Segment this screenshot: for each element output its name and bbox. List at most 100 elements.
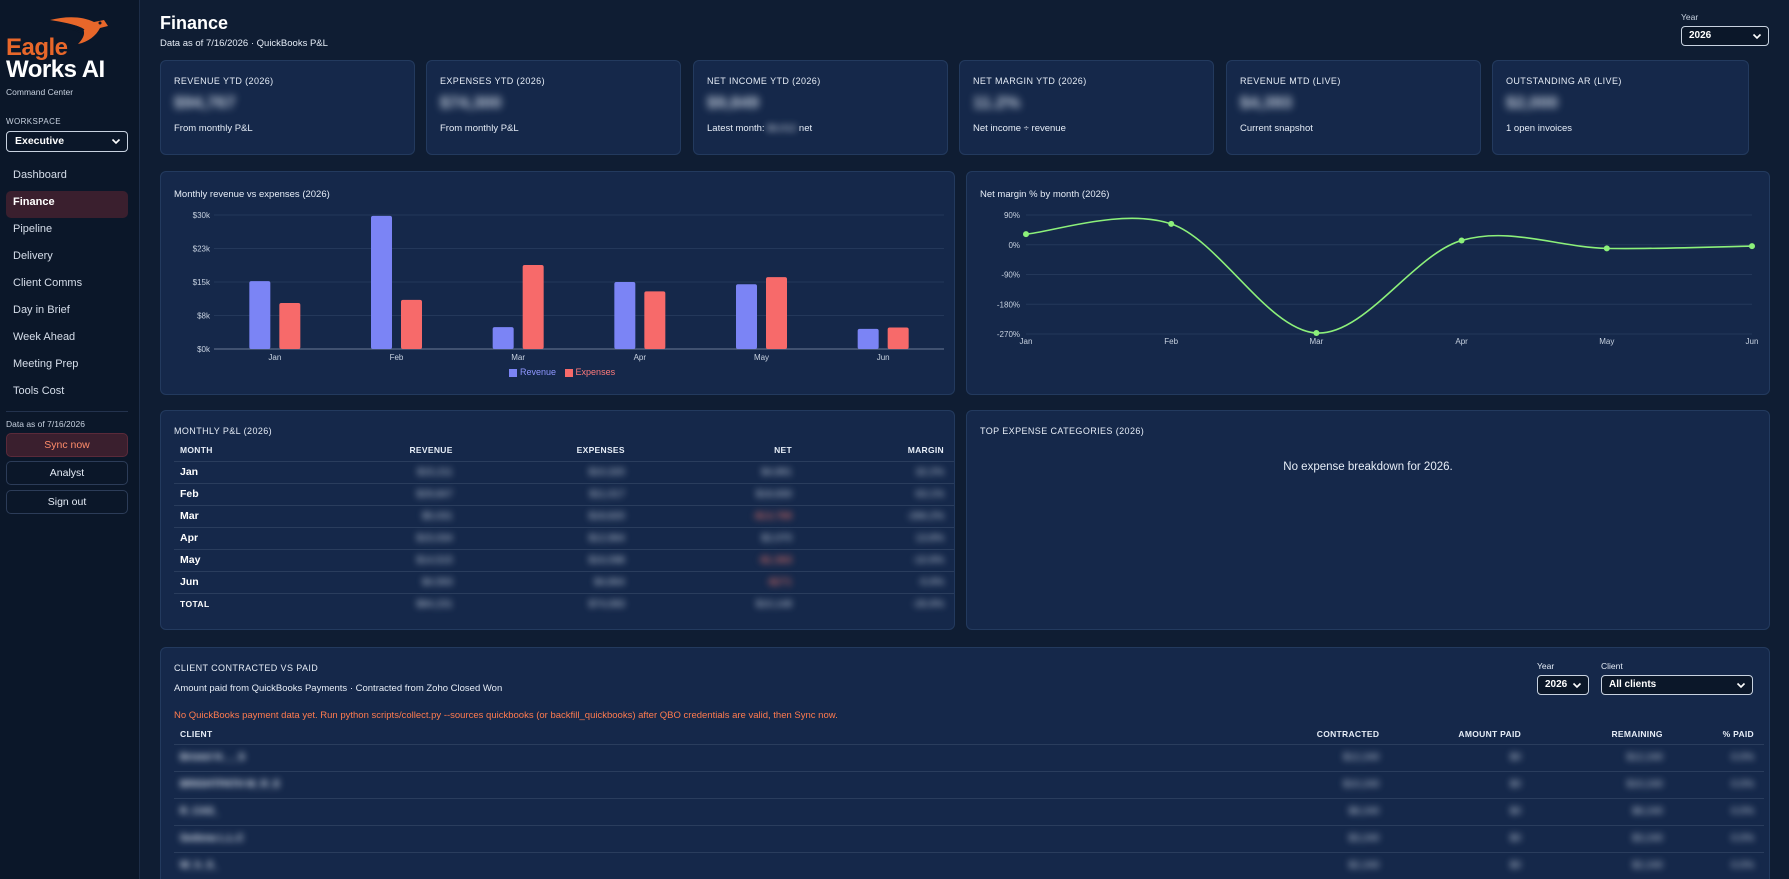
empty-state-message: No expense breakdown for 2026. <box>1283 461 1453 473</box>
col-revenue[interactable]: REVENUE <box>409 444 453 455</box>
kpi-label: REVENUE YTD (2026) <box>174 76 274 86</box>
cell-margin: -26.9% <box>802 592 954 615</box>
client-filter-select[interactable]: All clients <box>1601 675 1753 695</box>
table-row[interactable]: BRIGHTPATH M_R_E $10,240 $0 $10,240 0.0% <box>174 770 1764 798</box>
cell-revenue-value: $4,593 <box>422 576 453 588</box>
logo-text-eagle: Eagle <box>6 34 68 61</box>
cell-client-value: Bristol H._._S <box>180 752 246 763</box>
cell-client: W_h_S_ <box>174 851 1288 879</box>
net-margin-chart-card: Net margin % by month (2026) -270% -180% -… <box>966 171 1770 395</box>
cell-contracted-value: $10,240 <box>1343 779 1380 790</box>
sidebar-item-tools-cost[interactable]: Tools Cost <box>13 385 65 397</box>
table-row[interactable]: W_h_S_ $2,240 $0 $2,240 0.0% <box>174 851 1764 879</box>
cell-pct-paid: 0.0% <box>1672 743 1764 771</box>
sidebar-item-delivery[interactable]: Delivery <box>13 250 53 262</box>
col-month[interactable]: MONTH <box>180 444 213 455</box>
client-year-select[interactable]: 2026 <box>1537 675 1589 695</box>
x-tick-label: Feb <box>1164 337 1178 346</box>
col-expenses[interactable]: EXPENSES <box>576 444 625 455</box>
y-tick-label: $8k <box>197 312 211 321</box>
client-filter-value: All clients <box>1609 679 1657 690</box>
bar-expenses-jan[interactable] <box>279 302 301 349</box>
year-select[interactable]: 2026 <box>1681 26 1769 46</box>
bar-expenses-apr[interactable] <box>644 291 666 349</box>
data-point-mar[interactable] <box>1313 330 1320 337</box>
bar-revenue-feb[interactable] <box>371 215 392 349</box>
cell-net: -$271 <box>634 570 803 593</box>
cell-month-value: Jan <box>180 466 199 478</box>
cell-remaining: $2,240 <box>1531 851 1673 879</box>
logo-text-works-ai: Works AI <box>6 56 105 83</box>
sidebar-nav: Dashboard Finance Pipeline Delivery Clie… <box>6 164 128 407</box>
table-row: Apr $15,034 $12,964 $2,070 13.8% <box>174 526 954 549</box>
cell-contracted-value: $2,240 <box>1348 860 1380 872</box>
legend-swatch-expenses <box>564 368 573 377</box>
sign-out-button[interactable]: Sign out <box>6 490 128 514</box>
bar-expenses-feb[interactable] <box>401 299 422 349</box>
table-row: Feb $29,847 $11,017 $18,830 63.1% <box>174 482 954 505</box>
bar-expenses-jun[interactable] <box>887 327 909 349</box>
monthly-pl-card: MONTHLY P&L (2026) MONTH REVENUE EXPENSE… <box>160 410 955 630</box>
bar-expenses-may[interactable] <box>766 277 787 349</box>
table-row[interactable]: R_CAS_ $8,240 $0 $8,240 0.0% <box>174 797 1764 825</box>
cell-margin-value: 13.8% <box>915 532 944 544</box>
cell-revenue: $84,231 <box>336 592 463 615</box>
bar-revenue-mar[interactable] <box>492 327 514 349</box>
kpi-card-net-income-ytd: NET INCOME YTD (2026) $9,849 Latest mont… <box>693 60 948 155</box>
bar-expenses-mar[interactable] <box>522 265 544 349</box>
cell-revenue-value: $84,231 <box>416 598 453 610</box>
cell-revenue-value: $29,847 <box>416 488 453 500</box>
col-amount-paid[interactable]: AMOUNT PAID <box>1458 728 1522 739</box>
sidebar-item-week-ahead[interactable]: Week Ahead <box>13 331 76 343</box>
sidebar-item-pipeline[interactable]: Pipeline <box>13 223 53 235</box>
cell-pct-paid: 0.0% <box>1672 851 1764 879</box>
legend-item-expenses[interactable]: Expenses <box>564 367 615 377</box>
chart-title: Net margin % by month (2026) <box>980 189 1110 200</box>
eagle-works-logo[interactable]: Eagle Works AI <box>6 14 134 86</box>
x-tick-label: Feb <box>390 353 404 362</box>
cell-pct-paid: 0.0% <box>1672 770 1764 798</box>
cell-margin: -5.9% <box>802 570 954 593</box>
cell-remaining: $12,240 <box>1531 743 1673 771</box>
table-row[interactable]: Bristol H._._S $12,240 $0 $12,240 0.0% <box>174 743 1764 771</box>
col-contracted[interactable]: CONTRACTED <box>1316 728 1380 739</box>
cell-month-value: Jun <box>180 576 199 588</box>
bar-revenue-apr[interactable] <box>614 282 636 349</box>
sidebar-item-dashboard[interactable]: Dashboard <box>13 169 67 181</box>
table-row[interactable]: Sedona L.L.C $3,240 $0 $3,240 0.0% <box>174 824 1764 852</box>
analyst-button[interactable]: Analyst <box>6 461 128 485</box>
bar-revenue-jun[interactable] <box>857 328 879 349</box>
sidebar-item-meeting-prep[interactable]: Meeting Prep <box>13 358 79 370</box>
legend-label-revenue: Revenue <box>520 367 557 377</box>
main-content: Finance Data as of 7/16/2026 · QuickBook… <box>141 0 1789 879</box>
cell-net: $4,891 <box>634 460 803 483</box>
legend-item-revenue[interactable]: Revenue <box>509 367 556 377</box>
sidebar-item-finance[interactable]: Finance <box>6 191 128 218</box>
bar-revenue-jan[interactable] <box>249 281 271 349</box>
cell-margin: 13.8% <box>802 526 954 549</box>
data-point-may[interactable] <box>1603 245 1610 252</box>
kpi-card-revenue-mtd: REVENUE MTD (LIVE) $4,393 Current snapsh… <box>1226 60 1481 155</box>
col-remaining[interactable]: REMAINING <box>1611 728 1663 739</box>
cell-amount-paid-value: $0 <box>1509 833 1522 844</box>
cell-month: May <box>174 548 337 571</box>
data-point-jun[interactable] <box>1749 243 1755 250</box>
sidebar-item-day-in-brief[interactable]: Day in Brief <box>13 304 70 316</box>
data-point-jan[interactable] <box>1023 231 1029 238</box>
bar-revenue-may[interactable] <box>736 284 757 349</box>
client-filter-label: Client <box>1601 661 1623 671</box>
data-point-feb[interactable] <box>1168 220 1175 227</box>
page-subtitle: Data as of 7/16/2026 · QuickBooks P&L <box>160 38 328 49</box>
col-client[interactable]: CLIENT <box>180 728 213 739</box>
workspace-select[interactable]: Executive <box>6 131 128 152</box>
col-pct-paid[interactable]: % PAID <box>1722 728 1754 739</box>
col-net[interactable]: NET <box>774 444 793 455</box>
data-point-apr[interactable] <box>1458 237 1465 244</box>
cell-month: Jan <box>174 460 337 483</box>
cell-month: Mar <box>174 504 337 527</box>
col-margin[interactable]: MARGIN <box>907 444 944 455</box>
cell-margin-value: 63.1% <box>915 488 944 500</box>
sidebar-item-client-comms[interactable]: Client Comms <box>13 277 83 289</box>
y-tick-label: 0% <box>1008 241 1020 250</box>
sync-now-button[interactable]: Sync now <box>6 433 128 457</box>
